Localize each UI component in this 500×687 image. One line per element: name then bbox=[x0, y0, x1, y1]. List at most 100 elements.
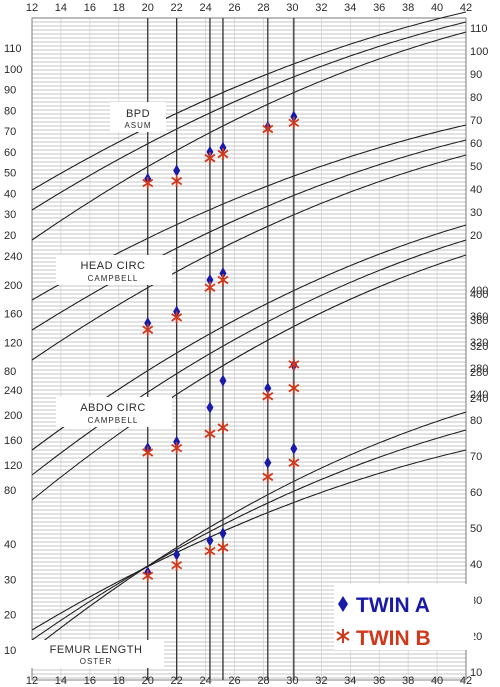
ac-title-box bbox=[56, 397, 172, 427]
x-tick-label-bottom: 34 bbox=[344, 675, 356, 687]
legend-box bbox=[334, 584, 474, 650]
twin-b-stroke bbox=[288, 118, 300, 128]
twin-a-point bbox=[264, 456, 272, 469]
twin-a-point bbox=[206, 534, 214, 547]
twin-b-stroke bbox=[217, 275, 229, 285]
percentile-curve bbox=[31, 31, 467, 241]
percentile-curve bbox=[31, 239, 467, 476]
x-tick-label-bottom: 22 bbox=[171, 675, 183, 687]
twin-a-point bbox=[206, 145, 214, 158]
twin-b-stroke bbox=[288, 383, 300, 393]
twin-b-point bbox=[217, 273, 229, 286]
y-tick-label-left: 30 bbox=[4, 209, 16, 221]
y-tick-label-left: 100 bbox=[4, 64, 22, 76]
y-tick-label-right: 240 bbox=[470, 389, 488, 401]
x-tick-label-top: 30 bbox=[286, 2, 298, 14]
x-tick-label-bottom: 18 bbox=[113, 675, 125, 687]
measurement-lines bbox=[147, 18, 295, 680]
y-tick-label-right: 280 bbox=[470, 367, 488, 379]
x-tick-label-bottom: 38 bbox=[402, 675, 414, 687]
y-tick-label-right: 70 bbox=[470, 451, 482, 463]
y-tick-label-right: 30 bbox=[470, 207, 482, 219]
y-tick-label-right: 360 bbox=[470, 311, 488, 323]
x-tick-label-bottom: 36 bbox=[373, 675, 385, 687]
y-tick-label-right: 110 bbox=[470, 23, 488, 35]
x-tick-label-top: 40 bbox=[431, 2, 443, 14]
data-points bbox=[142, 110, 300, 582]
y-tick-label-right: 80 bbox=[470, 92, 482, 104]
y-tick-label-right: 240 bbox=[470, 393, 488, 405]
twin-b-stroke bbox=[204, 546, 216, 556]
twin-b-stroke bbox=[288, 458, 300, 467]
twin-b-stroke bbox=[171, 176, 183, 186]
twin-b-stroke bbox=[288, 360, 300, 369]
twin-b-stroke bbox=[217, 423, 229, 432]
fl-subtitle: OSTER bbox=[80, 657, 113, 666]
y-tick-label-right: 280 bbox=[470, 363, 488, 375]
percentile-curve bbox=[31, 254, 467, 501]
twin-b-point bbox=[262, 470, 274, 483]
x-tick-label-top: 32 bbox=[315, 2, 327, 14]
ac-title: ABDO CIRC bbox=[80, 402, 146, 414]
y-tick-label-left: 80 bbox=[4, 105, 16, 117]
twin-b-stroke bbox=[204, 429, 216, 438]
y-tick-label-left: 40 bbox=[4, 188, 16, 200]
x-tick-label-top: 34 bbox=[344, 2, 356, 14]
legend: TWIN A TWIN B bbox=[334, 584, 474, 650]
y-tick-label-left: 200 bbox=[4, 280, 22, 292]
x-tick-label-bottom: 14 bbox=[55, 675, 67, 687]
y-tick-label-left: 50 bbox=[4, 168, 16, 180]
y-tick-label-right: 20 bbox=[470, 230, 482, 242]
bpd-subtitle: ASUM bbox=[124, 121, 151, 130]
y-tick-label-left: 90 bbox=[4, 85, 16, 97]
y-tick-label-right: 40 bbox=[470, 184, 482, 196]
x-tick-label-bottom: 40 bbox=[431, 675, 443, 687]
twin-a-point bbox=[290, 110, 298, 123]
y-tick-label-right: 70 bbox=[470, 115, 482, 127]
y-tick-label-left: 160 bbox=[4, 435, 22, 447]
twin-a-point bbox=[206, 401, 214, 414]
twin-a-point bbox=[206, 273, 214, 286]
x-tick-label-bottom: 26 bbox=[228, 675, 240, 687]
twin-b-point bbox=[288, 116, 300, 129]
twin-b-point bbox=[142, 323, 154, 336]
twin-b-point bbox=[142, 569, 154, 582]
twin-b-point bbox=[217, 421, 229, 434]
twin-b-point bbox=[217, 541, 229, 554]
x-tick-label-bottom: 12 bbox=[26, 675, 38, 687]
twin-a-point bbox=[219, 374, 227, 387]
x-tick-label-top: 36 bbox=[373, 2, 385, 14]
twin-a-point bbox=[264, 382, 272, 395]
y-tick-label-left: 60 bbox=[4, 147, 16, 159]
x-tick-label-bottom: 42 bbox=[460, 675, 472, 687]
twin-b-stroke bbox=[171, 560, 183, 570]
twin-b-stroke bbox=[142, 325, 154, 335]
x-tick-label-bottom: 32 bbox=[315, 675, 327, 687]
hc-title: HEAD CIRC bbox=[80, 260, 145, 272]
twin-b-point bbox=[204, 152, 216, 165]
y-tick-label-right: 320 bbox=[470, 341, 488, 353]
twin-a-point bbox=[219, 267, 227, 280]
twin-b-stroke bbox=[262, 124, 274, 134]
y-tick-label-left: 110 bbox=[4, 43, 22, 55]
twin-a-point bbox=[173, 435, 181, 448]
legend-twin-b: TWIN B bbox=[356, 627, 431, 650]
y-tick-label-left: 20 bbox=[4, 230, 16, 242]
y-tick-label-left: 120 bbox=[4, 460, 22, 472]
x-tick-label-top: 38 bbox=[402, 2, 414, 14]
twin-b-point bbox=[204, 281, 216, 294]
percentile-curve bbox=[31, 429, 467, 641]
hc-title-box bbox=[56, 255, 172, 285]
diamond-marker-icon bbox=[338, 596, 348, 612]
twin-b-stroke bbox=[204, 153, 216, 163]
x-tick-label-top: 14 bbox=[55, 2, 67, 14]
y-tick-label-left: 200 bbox=[4, 410, 22, 422]
y-tick-label-right: 90 bbox=[470, 69, 482, 81]
twin-b-stroke bbox=[142, 448, 154, 457]
percentile-curve bbox=[31, 449, 467, 631]
x-tick-label-top: 20 bbox=[142, 2, 154, 14]
y-tick-label-right: 10 bbox=[470, 667, 482, 679]
y-tick-label-right: 100 bbox=[470, 46, 488, 58]
bpd-title: BPD bbox=[126, 108, 150, 120]
twin-a-point bbox=[219, 141, 227, 154]
